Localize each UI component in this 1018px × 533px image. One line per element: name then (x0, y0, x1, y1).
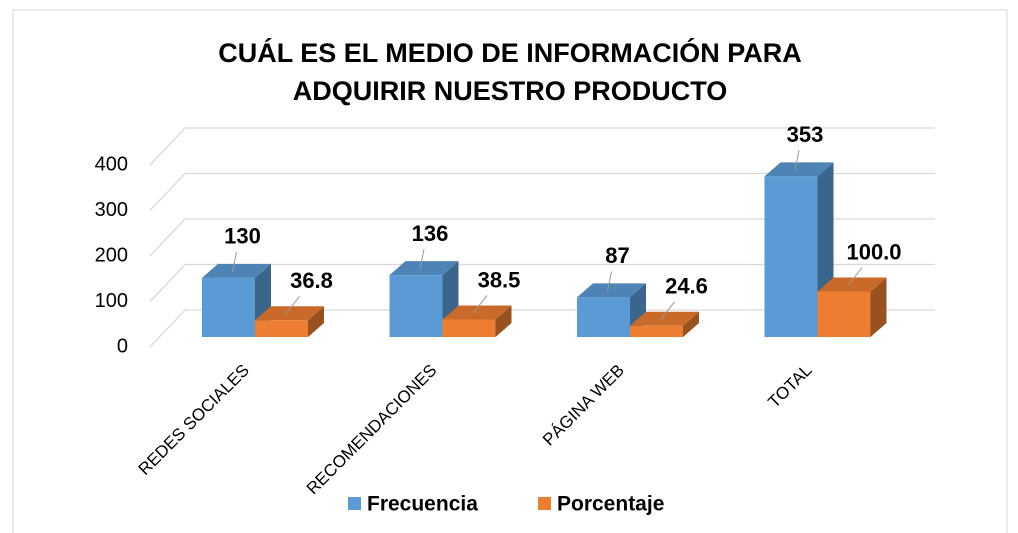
bar-top (764, 162, 834, 177)
grid-line (149, 309, 935, 348)
bar (577, 297, 630, 337)
grid-line (149, 172, 935, 211)
leader-line (419, 249, 425, 270)
bar (764, 176, 818, 337)
bar-side (870, 277, 887, 337)
bar (442, 319, 496, 337)
bar-top (817, 277, 887, 292)
chart-title: CUÁL ES EL MEDIO DE INFORMACIÓN PARA (218, 37, 802, 68)
grid-line (149, 127, 935, 166)
value-label: 353 (787, 122, 824, 147)
y-tick-label: 300 (95, 199, 128, 221)
bar-top (255, 306, 324, 321)
bar-top (442, 305, 512, 320)
bar-side (495, 305, 512, 337)
bar-top (389, 261, 459, 276)
legend-swatch (538, 497, 551, 510)
legend-label: Porcentaje (557, 493, 664, 516)
chart-title: ADQUIRIR NUESTRO PRODUCTO (293, 76, 728, 106)
value-label: 24.6 (665, 274, 708, 299)
grid-line (149, 263, 935, 302)
bar-top (630, 311, 699, 326)
value-label: 136 (412, 221, 449, 246)
leader-line (660, 301, 675, 321)
value-label: 100.0 (846, 239, 901, 264)
leader-line (232, 251, 237, 272)
leader-line (607, 271, 612, 292)
y-tick-label: 400 (95, 153, 128, 175)
y-tick-label: 0 (117, 335, 128, 357)
bar (630, 325, 683, 337)
value-label: 38.5 (478, 267, 521, 292)
value-label: 36.8 (290, 268, 333, 293)
legend-label: Frecuencia (367, 493, 478, 516)
value-label: 87 (605, 243, 629, 268)
bar-top (577, 283, 646, 298)
leader-line (794, 150, 800, 171)
bar-side (683, 311, 699, 337)
value-label: 130 (224, 224, 261, 249)
legend-swatch (348, 497, 361, 510)
leader-line (847, 267, 863, 286)
leader-line (285, 295, 300, 315)
bar (202, 277, 255, 337)
bar (817, 291, 871, 337)
bar-top (202, 263, 271, 278)
y-tick-label: 100 (95, 290, 128, 312)
bar-side (308, 306, 324, 337)
bar (389, 275, 443, 337)
leader-line (472, 295, 488, 314)
bar (255, 320, 308, 337)
grid-line (149, 218, 935, 257)
y-tick-label: 200 (95, 244, 128, 266)
